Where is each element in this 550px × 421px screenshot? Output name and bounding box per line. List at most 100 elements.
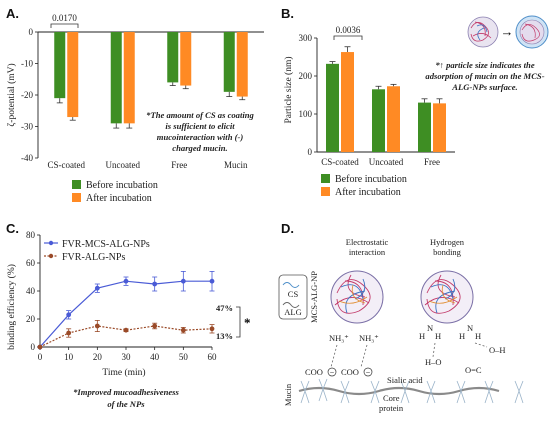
title-electrostatic: Electrostatic bbox=[346, 237, 389, 247]
minus-sign: − bbox=[366, 368, 371, 377]
panel-b-label: B. bbox=[281, 6, 294, 21]
note-line: charged mucin. bbox=[172, 143, 227, 153]
data-point-alg bbox=[37, 344, 43, 350]
minus-charge-icon bbox=[327, 367, 337, 377]
data-point-alg bbox=[66, 330, 72, 336]
y-tick-label: 0 bbox=[29, 27, 34, 37]
end-annotations: 47% 13% * bbox=[216, 303, 251, 341]
x-axis-label: Time (min) bbox=[102, 367, 145, 378]
title-hydrogen: Hydrogen bbox=[430, 237, 465, 247]
panel-c-chart: C. binding efficiency (%) Time (min) 0 20… bbox=[6, 221, 251, 409]
nh3-label: NH₃⁺ bbox=[329, 333, 349, 343]
mechanism-titles: Electrostatic interaction Hydrogen bondi… bbox=[346, 237, 465, 257]
legend: FVR-MCS-ALG-NPs FVR-ALG-NPs bbox=[44, 239, 150, 263]
y-tick-label: 20 bbox=[26, 314, 36, 324]
legend-label-after: After incubation bbox=[86, 193, 152, 204]
coo-label: COO bbox=[305, 367, 323, 377]
polymer-legend: CS ALG bbox=[278, 274, 308, 320]
y-tick-label: 300 bbox=[299, 33, 313, 43]
significance-bracket: 0.0170 bbox=[50, 13, 79, 28]
significance-star: * bbox=[244, 315, 251, 330]
atom-label: N bbox=[427, 323, 433, 333]
note-line: mucointeraction with (-) bbox=[157, 132, 244, 142]
series-line-mcs bbox=[39, 280, 212, 348]
legend-label-mcs: FVR-MCS-ALG-NPs bbox=[62, 239, 150, 250]
minus-charge-icon bbox=[363, 367, 373, 377]
minus-sign: − bbox=[330, 368, 335, 377]
x-tick-label: 10 bbox=[64, 352, 74, 362]
y-tick-label: -30 bbox=[21, 122, 33, 132]
atom-label: O=C bbox=[465, 365, 482, 375]
y-tick-label: 0 bbox=[31, 342, 36, 352]
legend-marker-mcs bbox=[48, 240, 54, 246]
series-lines bbox=[37, 271, 215, 350]
significance-value: 0.0036 bbox=[336, 25, 361, 35]
atom-label: H bbox=[419, 331, 425, 341]
significance-bracket: 0.0036 bbox=[333, 25, 363, 40]
note-line: *↑ particle size indicates the bbox=[435, 60, 534, 70]
data-point-alg bbox=[152, 323, 158, 329]
panel-d-label: D. bbox=[281, 221, 294, 236]
x-tick-labels: CS-coated Uncoated Free bbox=[321, 157, 440, 167]
core-protein-label: protein bbox=[379, 403, 404, 413]
y-tick-label: 200 bbox=[299, 71, 313, 81]
alg-strand-icon bbox=[282, 302, 300, 308]
legend-swatch-before bbox=[72, 180, 81, 189]
significance-value: 0.0170 bbox=[52, 13, 77, 23]
note-line: is sufficient to elicit bbox=[165, 121, 235, 131]
legend-marker-alg bbox=[48, 253, 54, 259]
legend-label-after: After incubation bbox=[335, 187, 401, 198]
y-tick-label: 40 bbox=[26, 286, 36, 296]
legend: Before incubation After incubation bbox=[321, 174, 407, 198]
y-axis-label: Particle size (nm) bbox=[283, 56, 294, 123]
bars bbox=[54, 32, 248, 129]
bars bbox=[326, 46, 446, 153]
x-tick-label: 0 bbox=[38, 352, 43, 362]
hydrogen-bond-groups: H N H H–O H N H O–H O=C bbox=[419, 323, 506, 375]
x-tick-label: 60 bbox=[208, 352, 218, 362]
atom-label: H bbox=[435, 331, 441, 341]
legend-label-alg: FVR-ALG-NPs bbox=[62, 252, 125, 263]
legend: Before incubation After incubation bbox=[72, 180, 158, 204]
mucin-layer: Mucin Sialic acid Core protein bbox=[283, 375, 524, 413]
bar-after bbox=[387, 86, 400, 152]
y-tick-label: 100 bbox=[299, 109, 313, 119]
legend-label-before: Before incubation bbox=[335, 174, 407, 185]
end-label-alg: 13% bbox=[216, 331, 233, 341]
legend-swatch-before bbox=[321, 174, 330, 183]
x-tick-labels: CS-coated Uncoated Free Mucin bbox=[48, 160, 248, 170]
bar-before bbox=[54, 32, 66, 99]
bar-before bbox=[110, 32, 122, 124]
data-point-alg bbox=[123, 327, 129, 333]
bar-after bbox=[236, 32, 248, 97]
note-line: ALG-NPs surface. bbox=[451, 82, 517, 92]
data-point-mcs bbox=[180, 278, 186, 284]
coo-label: COO bbox=[341, 367, 359, 377]
sialic-acid-label: Sialic acid bbox=[387, 375, 423, 385]
atom-label: H bbox=[475, 331, 481, 341]
panel-c-label: C. bbox=[6, 221, 19, 236]
x-tick-label: Uncoated bbox=[369, 157, 404, 167]
annotation-note: *Improved mucoadhesiveness of the NPs bbox=[73, 387, 179, 409]
note-line: *The amount of CS as coating bbox=[146, 110, 254, 120]
y-tick-label: -40 bbox=[21, 153, 33, 163]
atom-label: N bbox=[467, 323, 473, 333]
annotation-note: *The amount of CS as coating is sufficie… bbox=[146, 110, 254, 153]
title-electrostatic: interaction bbox=[349, 247, 386, 257]
y-tick-label: -20 bbox=[21, 90, 33, 100]
bar-before bbox=[223, 32, 235, 92]
data-point-mcs bbox=[94, 285, 100, 291]
data-point-alg bbox=[94, 323, 100, 329]
x-tick-label: CS-coated bbox=[321, 157, 359, 167]
bar-before bbox=[418, 102, 431, 152]
legend-swatch-after bbox=[72, 193, 81, 202]
np-label: MCS-ALG-NP bbox=[309, 271, 319, 323]
note-line: of the NPs bbox=[107, 399, 145, 409]
atom-label: H bbox=[459, 331, 465, 341]
y-tick-label: -10 bbox=[21, 59, 33, 69]
nanoparticle-right bbox=[420, 270, 474, 324]
bar-after bbox=[123, 32, 135, 124]
legend-swatch-after bbox=[321, 187, 330, 196]
atom-label: O–H bbox=[489, 345, 506, 355]
atom-label: H–O bbox=[425, 357, 442, 367]
